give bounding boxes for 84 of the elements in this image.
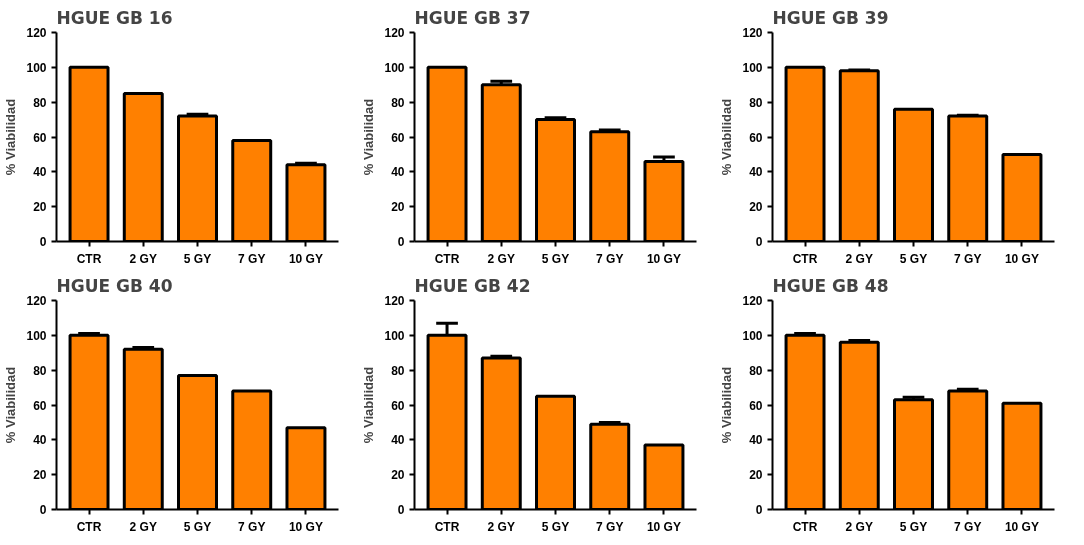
- y-tick-label: 0: [397, 235, 405, 249]
- x-tick-label: 10 GY: [646, 519, 681, 534]
- y-tick-label: 80: [391, 363, 405, 378]
- x-tick-label: 7 GY: [596, 251, 624, 266]
- y-tick-label: 100: [26, 328, 47, 343]
- y-tick-label: 60: [33, 130, 47, 145]
- x-tick-label: 10 GY: [1004, 519, 1039, 534]
- y-tick-label: 20: [33, 468, 47, 483]
- y-axis-title: % Viabilidad: [719, 366, 735, 444]
- x-tick-label: CTR: [434, 519, 460, 534]
- x-tick-label: 2 GY: [129, 251, 157, 266]
- y-axis-title: % Viabilidad: [719, 98, 735, 176]
- y-tick-label: 80: [33, 363, 47, 378]
- y-axis-title: % Viabilidad: [3, 366, 19, 444]
- x-tick-label: 2 GY: [487, 519, 515, 534]
- x-tick-label: 5 GY: [541, 519, 570, 534]
- y-tick-label: 40: [391, 165, 405, 180]
- x-tick-label: 7 GY: [238, 251, 266, 266]
- y-tick-label: 80: [391, 95, 405, 110]
- x-tick-label: 10 GY: [288, 251, 323, 266]
- y-tick-label: 40: [33, 433, 47, 448]
- y-tick-label: 20: [33, 200, 47, 215]
- y-tick-label: 80: [749, 95, 763, 110]
- y-tick-label: 20: [391, 468, 405, 483]
- chart-title: HGUE GB 39: [772, 7, 889, 28]
- x-tick-label: 10 GY: [646, 251, 681, 266]
- y-tick-label: 60: [33, 398, 47, 413]
- y-tick-label: 120: [26, 26, 47, 40]
- chart-title: HGUE GB 16: [56, 7, 173, 28]
- y-axis-title: % Viabilidad: [361, 98, 377, 176]
- y-tick-label: 60: [749, 398, 763, 413]
- x-tick-label: 5 GY: [899, 519, 928, 534]
- y-tick-label: 0: [39, 235, 47, 249]
- y-axis-title: % Viabilidad: [3, 98, 19, 176]
- chart-title: HGUE GB 42: [414, 275, 531, 296]
- y-tick-label: 0: [39, 503, 47, 517]
- y-tick-label: 0: [755, 235, 763, 249]
- x-tick-label: 5 GY: [183, 251, 212, 266]
- y-tick-label: 20: [749, 200, 763, 215]
- x-tick-label: 7 GY: [954, 251, 982, 266]
- y-tick-label: 0: [755, 503, 763, 517]
- chart-title: HGUE GB 48: [772, 275, 889, 296]
- x-tick-label: CTR: [434, 251, 460, 266]
- x-tick-label: CTR: [76, 251, 102, 266]
- y-tick-label: 100: [384, 60, 405, 75]
- y-tick-label: 40: [749, 165, 763, 180]
- y-tick-label: 100: [26, 60, 47, 75]
- x-tick-label: 5 GY: [899, 251, 928, 266]
- x-tick-label: 2 GY: [845, 519, 873, 534]
- y-tick-label: 40: [33, 165, 47, 180]
- x-tick-label: CTR: [792, 519, 818, 534]
- x-tick-label: 7 GY: [954, 519, 982, 534]
- x-tick-label: CTR: [792, 251, 818, 266]
- y-tick-label: 20: [391, 200, 405, 215]
- y-tick-label: 0: [397, 503, 405, 517]
- y-tick-label: 60: [391, 398, 405, 413]
- x-tick-label: 5 GY: [183, 519, 212, 534]
- x-tick-label: 2 GY: [487, 251, 515, 266]
- x-tick-label: 7 GY: [596, 519, 624, 534]
- x-tick-label: CTR: [76, 519, 102, 534]
- chart-title: HGUE GB 37: [414, 7, 531, 28]
- x-tick-label: 10 GY: [288, 519, 323, 534]
- y-tick-label: 120: [742, 294, 763, 308]
- y-tick-label: 20: [749, 468, 763, 483]
- y-tick-label: 120: [26, 294, 47, 308]
- x-tick-label: 2 GY: [129, 519, 157, 534]
- y-tick-label: 80: [33, 95, 47, 110]
- y-tick-label: 100: [742, 328, 763, 343]
- x-tick-label: 10 GY: [1004, 251, 1039, 266]
- chart-title: HGUE GB 40: [56, 275, 173, 296]
- y-tick-label: 120: [742, 26, 763, 40]
- y-tick-label: 120: [384, 294, 405, 308]
- y-tick-label: 100: [742, 60, 763, 75]
- y-tick-label: 100: [384, 328, 405, 343]
- y-tick-label: 40: [749, 433, 763, 448]
- y-tick-label: 40: [391, 433, 405, 448]
- y-tick-label: 60: [391, 130, 405, 145]
- x-tick-label: 2 GY: [845, 251, 873, 266]
- x-tick-label: 7 GY: [238, 519, 266, 534]
- x-tick-label: 5 GY: [541, 251, 570, 266]
- y-tick-label: 80: [749, 363, 763, 378]
- y-tick-label: 60: [749, 130, 763, 145]
- y-axis-title: % Viabilidad: [361, 366, 377, 444]
- y-tick-label: 120: [384, 26, 405, 40]
